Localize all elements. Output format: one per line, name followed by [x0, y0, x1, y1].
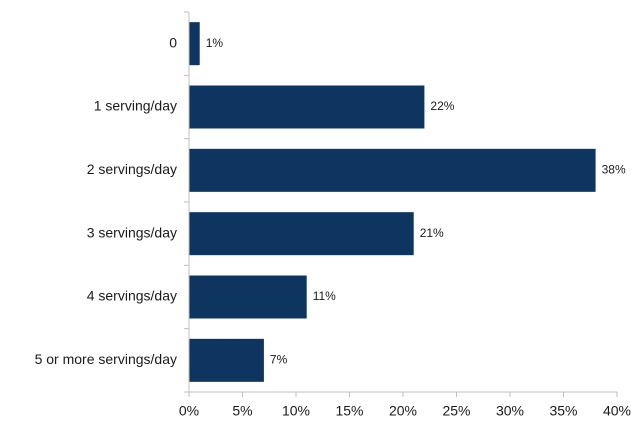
data-label: 21% [420, 226, 444, 240]
category-label: 2 servings/day [87, 161, 177, 177]
x-tick-label: 35% [549, 403, 577, 419]
bar [189, 22, 200, 66]
x-tick-label: 0% [179, 403, 199, 419]
data-label: 11% [313, 289, 336, 303]
category-labels: 0 1 serving/day 2 servings/day 3 servings/d… [35, 34, 178, 367]
x-tick-label: 30% [496, 403, 524, 419]
data-label: 38% [602, 163, 626, 177]
bar [189, 338, 264, 382]
x-tick-label: 5% [232, 403, 252, 419]
x-tick-label: 10% [282, 403, 310, 419]
bar [189, 148, 596, 192]
bar [189, 212, 414, 256]
axes [184, 11, 618, 397]
category-label: 5 or more servings/day [35, 351, 177, 367]
x-tick-label: 15% [335, 403, 363, 419]
category-label: 3 servings/day [87, 224, 177, 240]
x-tick-label: 20% [389, 403, 417, 419]
category-label: 1 serving/day [94, 98, 177, 114]
x-tick-label: 40% [603, 403, 631, 419]
x-tick-label: 25% [442, 403, 470, 419]
data-label: 1% [206, 36, 224, 50]
x-tick-labels: 0% 5% 10% 15% 20% 25% 30% 35% 40% [179, 403, 631, 419]
data-label: 7% [270, 353, 288, 367]
bar [189, 85, 425, 129]
category-label: 0 [169, 34, 177, 50]
bar [189, 275, 307, 319]
bars [189, 22, 596, 382]
data-labels: 1% 22% 38% 21% 11% 7% [206, 36, 626, 367]
category-label: 4 servings/day [87, 288, 177, 304]
data-label: 22% [430, 99, 454, 113]
